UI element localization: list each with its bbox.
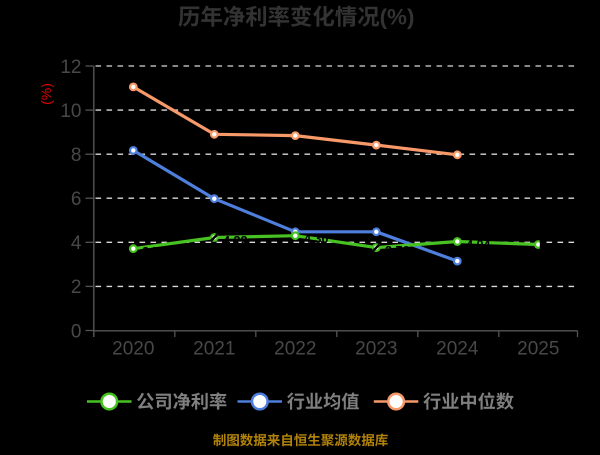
svg-text:4.30: 4.30	[304, 232, 328, 246]
svg-text:6: 6	[71, 189, 82, 210]
svg-text:2025: 2025	[517, 339, 559, 360]
svg-text:8: 8	[71, 145, 82, 166]
svg-text:(%): (%)	[380, 5, 415, 30]
svg-text:3.90: 3.90	[547, 241, 571, 255]
svg-text:2021: 2021	[193, 339, 235, 360]
svg-text:2022: 2022	[274, 339, 316, 360]
svg-text:2023: 2023	[355, 339, 397, 360]
svg-text:3.71: 3.71	[142, 245, 166, 259]
svg-text:2020: 2020	[112, 339, 154, 360]
svg-text:3.76: 3.76	[385, 244, 409, 258]
svg-text:2024: 2024	[436, 339, 479, 360]
svg-text:4: 4	[71, 233, 82, 254]
svg-text:4.22: 4.22	[223, 234, 247, 248]
svg-text:0: 0	[71, 321, 82, 342]
svg-text:(%): (%)	[38, 83, 54, 105]
svg-text:4.04: 4.04	[466, 238, 490, 252]
svg-text:12: 12	[60, 57, 81, 78]
svg-text:2: 2	[71, 277, 82, 298]
svg-text:10: 10	[60, 101, 81, 122]
